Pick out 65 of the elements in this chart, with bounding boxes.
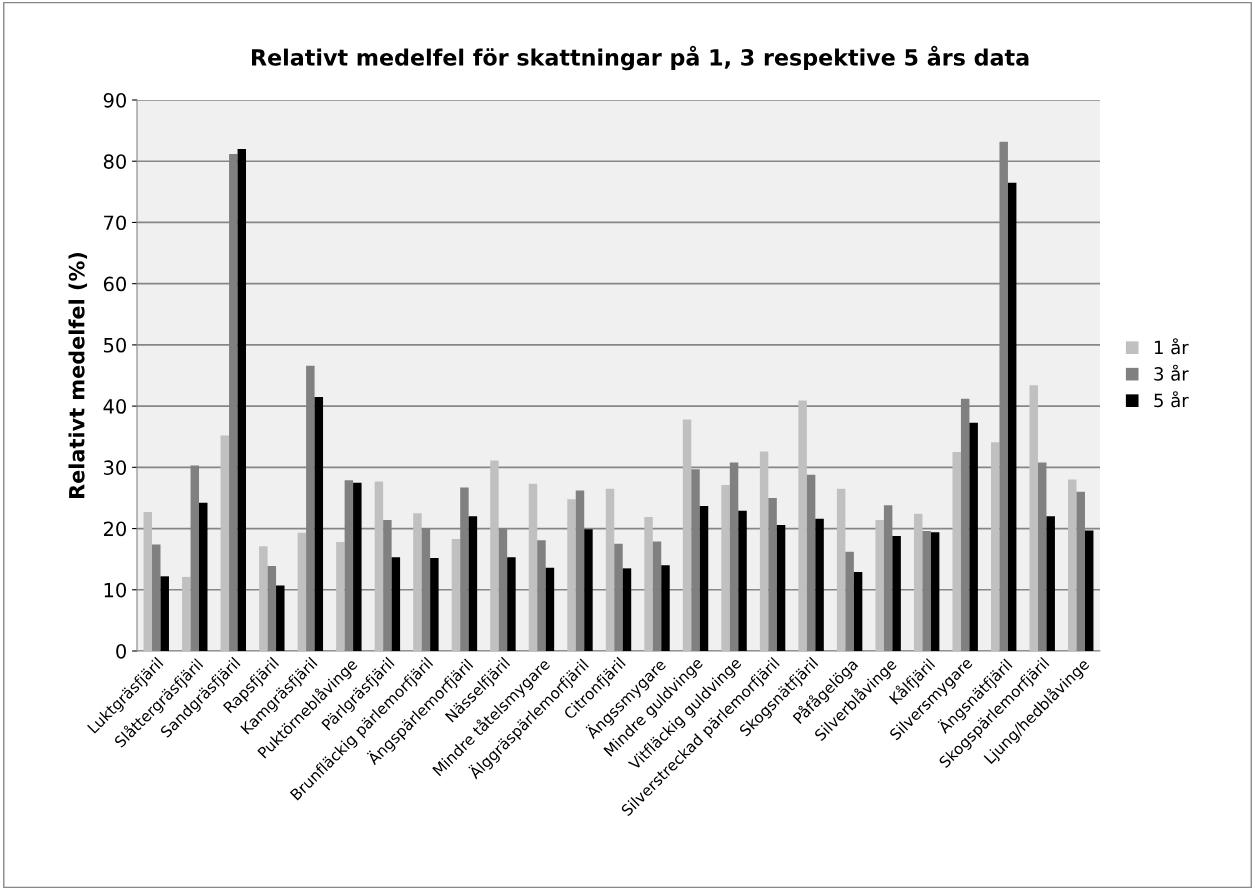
bar	[584, 529, 593, 651]
y-tick-label: 0	[116, 643, 126, 659]
bar	[413, 513, 422, 651]
legend-label: 3 år	[1154, 364, 1189, 381]
bar	[969, 422, 978, 651]
bar	[776, 524, 786, 651]
bar	[374, 481, 384, 651]
bar	[605, 488, 615, 651]
bar	[1007, 182, 1017, 651]
bar	[815, 518, 824, 651]
bar	[738, 510, 747, 651]
bar	[276, 585, 285, 651]
bar	[682, 419, 692, 651]
bar	[853, 572, 863, 651]
y-tick-label: 30	[104, 460, 126, 475]
bar	[622, 568, 632, 651]
bar	[507, 557, 516, 651]
y-axis-title: Relativt medelfel (%)	[68, 252, 88, 498]
bar	[644, 516, 653, 651]
bar	[143, 512, 153, 651]
bar	[952, 452, 961, 651]
bar	[468, 516, 478, 651]
bar	[836, 488, 846, 651]
legend-label: 5 år	[1154, 391, 1189, 408]
bar	[182, 576, 191, 651]
bar	[1068, 479, 1077, 651]
bar	[759, 451, 769, 651]
bar	[892, 535, 901, 651]
bar	[545, 567, 555, 651]
bar	[661, 565, 670, 651]
legend-label: 1 år	[1154, 338, 1189, 355]
bar	[528, 483, 538, 651]
y-tick-label: 10	[104, 582, 126, 598]
y-tick-label: 80	[103, 154, 126, 169]
bar	[1029, 385, 1038, 651]
bar	[160, 576, 169, 651]
bar	[930, 532, 940, 651]
bar	[451, 538, 461, 651]
bar	[353, 482, 362, 651]
bar	[199, 502, 208, 651]
bar	[798, 400, 807, 651]
bar	[875, 519, 884, 651]
bar	[1084, 530, 1094, 651]
bar	[220, 435, 230, 651]
y-tick-label: 40	[103, 399, 126, 414]
bar	[721, 485, 730, 651]
bar	[567, 499, 576, 651]
bar	[259, 546, 268, 651]
bar	[314, 396, 324, 651]
chart-title: Relativt medelfel för skattningar på 1, 3 respektive 5 års data	[252, 45, 1029, 71]
bar	[237, 148, 247, 651]
bar	[990, 442, 1000, 651]
bar	[297, 532, 307, 651]
y-tick-label: 60	[103, 276, 126, 292]
bar	[336, 542, 345, 651]
y-tick-label: 90	[103, 92, 126, 108]
bar	[1046, 516, 1055, 651]
bar	[490, 460, 499, 651]
bar	[913, 513, 923, 651]
y-tick-label: 50	[104, 337, 126, 353]
bar	[391, 557, 401, 651]
bar	[430, 557, 439, 651]
y-tick-label: 20	[103, 521, 126, 537]
bar	[699, 505, 709, 651]
y-tick-label: 70	[104, 215, 126, 231]
